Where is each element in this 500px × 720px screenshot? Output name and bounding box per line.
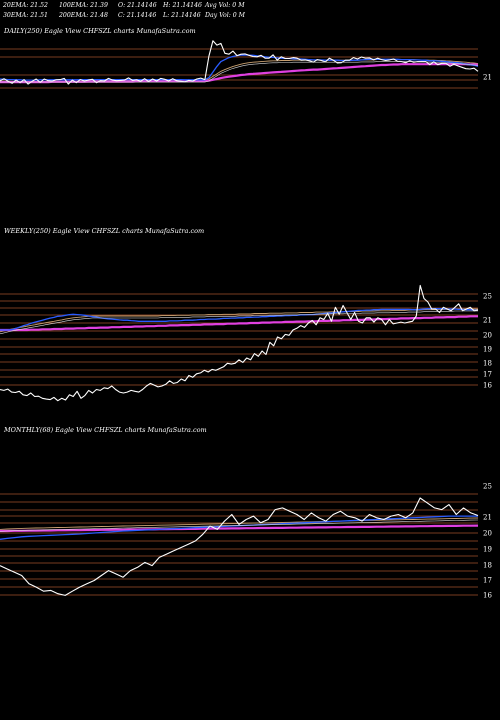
weekly-y-tick-label: 18: [483, 360, 492, 368]
weekly-ema-blue-line: [0, 308, 478, 331]
header-open: O: 21.14146: [118, 2, 157, 9]
header-20ema: 20EMA: 21.52: [2, 2, 48, 9]
daily-y-tick-label: 21: [483, 74, 492, 82]
header-high: H: 21.14146: [162, 2, 202, 9]
header-info: 20EMA: 21.52 100EMA: 21.39 O: 21.14146 H…: [2, 2, 246, 19]
header-low: L: 21.14146: [162, 12, 201, 19]
header-avg-vol: Avg Vol: 0 M: [204, 2, 245, 9]
monthly-y-tick-label: 16: [483, 592, 492, 600]
monthly-panel-title: MONTHLY(68) Eagle View CHFSZL charts Mun…: [3, 426, 207, 434]
weekly-y-tick-label: 17: [483, 371, 492, 379]
monthly-y-tick-label: 25: [483, 483, 492, 491]
weekly-ema-secondary-line: [0, 310, 478, 335]
monthly-y-tick-label: 21: [483, 514, 492, 522]
monthly-y-tick-label: 17: [483, 577, 492, 585]
monthly-y-tick-label: 19: [483, 546, 492, 554]
monthly-panel: 25 21 20 19 18 17 16: [0, 483, 492, 600]
weekly-y-tick-label: 21: [483, 317, 492, 325]
monthly-y-tick-label: 18: [483, 562, 492, 570]
monthly-price-line: [0, 497, 479, 596]
daily-ema-secondary-line: [0, 61, 479, 83]
header-30ema: 30EMA: 21.51: [3, 12, 48, 19]
monthly-ema-tan-line: [0, 517, 479, 530]
weekly-panel: 25 21 20 19 18 17 16: [0, 284, 492, 402]
header-100ema: 100EMA: 21.39: [59, 2, 108, 9]
weekly-ema-magenta-line: [0, 315, 478, 332]
monthly-ema-secondary-line: [0, 519, 479, 532]
weekly-y-tick-label: 20: [483, 332, 492, 340]
daily-panel-title: DAILY(250) Eagle View CHFSZL charts Muna…: [3, 27, 196, 35]
monthly-y-tick-label: 20: [483, 530, 492, 538]
header-day-vol: Day Vol: 0 M: [204, 12, 246, 19]
weekly-y-tick-label: 16: [483, 382, 492, 390]
header-200ema: 200EMA: 21.48: [58, 12, 108, 19]
header-close: C: 21.14146: [118, 12, 156, 19]
weekly-price-line: [0, 284, 479, 402]
weekly-y-tick-label: 19: [483, 346, 492, 354]
weekly-y-tick-label: 25: [483, 293, 492, 301]
weekly-panel-title: WEEKLY(250) Eagle View CHFSZL charts Mun…: [4, 227, 204, 235]
daily-panel: 21: [0, 40, 492, 89]
weekly-ema-tan-line: [0, 308, 478, 333]
monthly-ema-magenta-line: [0, 524, 479, 533]
